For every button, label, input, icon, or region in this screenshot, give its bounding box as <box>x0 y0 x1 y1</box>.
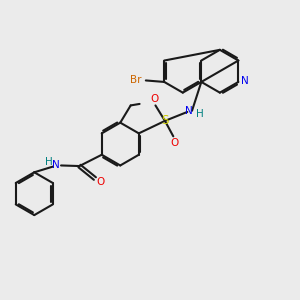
Text: S: S <box>161 114 169 128</box>
Text: H: H <box>45 157 52 167</box>
Text: Br: Br <box>130 75 141 85</box>
Text: N: N <box>52 160 60 170</box>
Text: O: O <box>96 176 104 187</box>
Text: N: N <box>241 76 249 86</box>
Text: N: N <box>185 106 193 116</box>
Text: O: O <box>150 94 159 104</box>
Text: H: H <box>196 109 204 119</box>
Text: O: O <box>171 138 179 148</box>
